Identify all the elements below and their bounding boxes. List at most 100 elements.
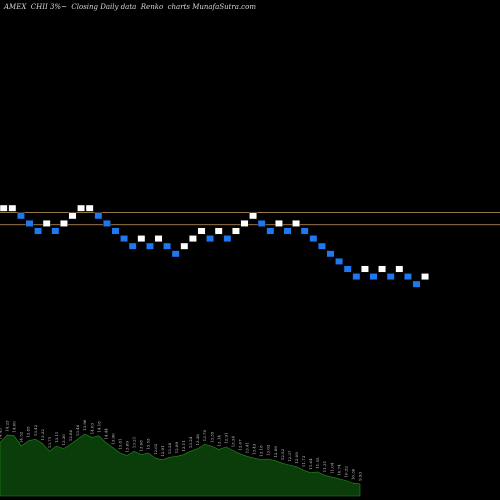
up-brick — [197, 227, 206, 235]
up-brick — [68, 212, 77, 220]
volume-label: 10.74 — [336, 464, 341, 476]
up-brick — [240, 219, 249, 227]
volume-label: 13.42 — [33, 424, 38, 436]
volume-label: 13.36 — [61, 434, 66, 446]
up-brick — [8, 204, 17, 212]
volume-label: 14.23 — [5, 420, 10, 432]
volume-label: 12.89 — [174, 441, 179, 453]
volume-label: 12.91 — [160, 445, 165, 456]
down-brick — [309, 235, 318, 242]
chart-title: AMEX CHII 3%~ Closing Daily data Renko c… — [4, 3, 256, 11]
volume-label: 11.73 — [301, 455, 306, 467]
volume-label: 9.93 — [358, 472, 363, 481]
volume-label: 13.11 — [54, 432, 59, 443]
volume-label: 11.64 — [308, 458, 313, 470]
volume-label: 13.85 — [26, 426, 31, 438]
volume-label: 13.21 — [132, 437, 137, 448]
down-brick — [369, 273, 378, 280]
up-brick — [249, 212, 257, 220]
volume-label: 13.69 — [125, 441, 130, 453]
down-brick — [318, 242, 326, 250]
up-brick — [361, 265, 369, 273]
down-brick — [102, 219, 111, 227]
volume-label: 10.52 — [343, 466, 348, 478]
volume-label: 11.31 — [322, 461, 327, 472]
volume-label: 14.00 — [12, 421, 17, 433]
volume-label: 13.71 — [47, 437, 52, 448]
volume-label: 13.38 — [195, 434, 200, 446]
volume-label: 12.62 — [153, 443, 158, 455]
down-brick — [25, 219, 34, 227]
volume-area-path — [0, 433, 361, 497]
down-brick — [145, 242, 154, 250]
volume-label: 13.41 — [245, 442, 250, 453]
down-brick — [223, 235, 232, 242]
down-brick — [94, 212, 103, 220]
volume-label: 13.43 — [252, 443, 257, 455]
volume-label: 13.67 — [238, 439, 243, 451]
up-brick — [231, 227, 240, 235]
up-brick — [378, 265, 386, 273]
down-brick — [266, 227, 275, 235]
up-brick — [154, 235, 163, 242]
volume-label: 10.36 — [350, 468, 355, 480]
down-brick — [163, 242, 171, 250]
volume-label: 13.28 — [167, 442, 172, 454]
down-brick — [120, 235, 129, 242]
up-brick — [85, 204, 94, 212]
volume-label: 11.04 — [329, 462, 334, 474]
volume-label: 13.14 — [216, 435, 221, 447]
volume-label: 12.89 — [273, 446, 278, 458]
down-brick — [412, 280, 421, 288]
up-brick — [137, 235, 146, 242]
down-brick — [404, 273, 412, 280]
down-brick — [335, 258, 343, 265]
up-brick — [421, 273, 429, 280]
renko-bricks — [0, 204, 429, 288]
down-brick — [171, 250, 180, 258]
down-brick — [386, 273, 395, 280]
volume-label: 13.08 — [139, 440, 144, 452]
down-brick — [343, 265, 352, 273]
volume-label: 13.35 — [209, 431, 214, 443]
volume-label: 13.53 — [146, 438, 151, 450]
up-brick — [60, 219, 68, 227]
volume-label: 14.44 — [103, 428, 108, 440]
volume-label: 14.18 — [96, 421, 101, 433]
volume-label: 13.02 — [266, 444, 271, 456]
volume-label: 13.96 — [82, 419, 87, 431]
volume-label: 12.91 — [223, 432, 228, 443]
up-brick — [188, 235, 197, 242]
down-brick — [283, 227, 292, 235]
volume-label: 13.18 — [259, 445, 264, 457]
down-brick — [111, 227, 120, 235]
volume-label: 14.52 — [19, 431, 24, 443]
volume-label: 14.03 — [89, 422, 94, 434]
volume-label: 12.37 — [287, 450, 292, 462]
volume-label: 13.46 — [75, 424, 80, 436]
down-brick — [51, 227, 60, 235]
down-brick — [257, 219, 266, 227]
up-brick — [395, 265, 404, 273]
volume-label: 13.24 — [230, 435, 235, 447]
volume-label: 11.55 — [315, 457, 320, 469]
down-brick — [326, 250, 335, 258]
up-brick — [180, 242, 189, 250]
volume-label: 12.52 — [280, 448, 285, 460]
up-brick — [0, 204, 8, 212]
up-brick — [42, 219, 51, 227]
up-brick — [77, 204, 86, 212]
volume-label: 12.09 — [294, 452, 299, 464]
down-brick — [34, 227, 43, 235]
up-brick — [292, 219, 300, 227]
down-brick — [206, 235, 214, 242]
volume-label: 13.24 — [188, 436, 193, 448]
up-brick — [214, 227, 223, 235]
down-brick — [352, 273, 361, 280]
down-brick — [17, 212, 25, 220]
volume-label: 12.86 — [68, 429, 73, 441]
volume-label: 13.11 — [181, 440, 186, 451]
volume-label: 13.81 — [118, 438, 123, 449]
